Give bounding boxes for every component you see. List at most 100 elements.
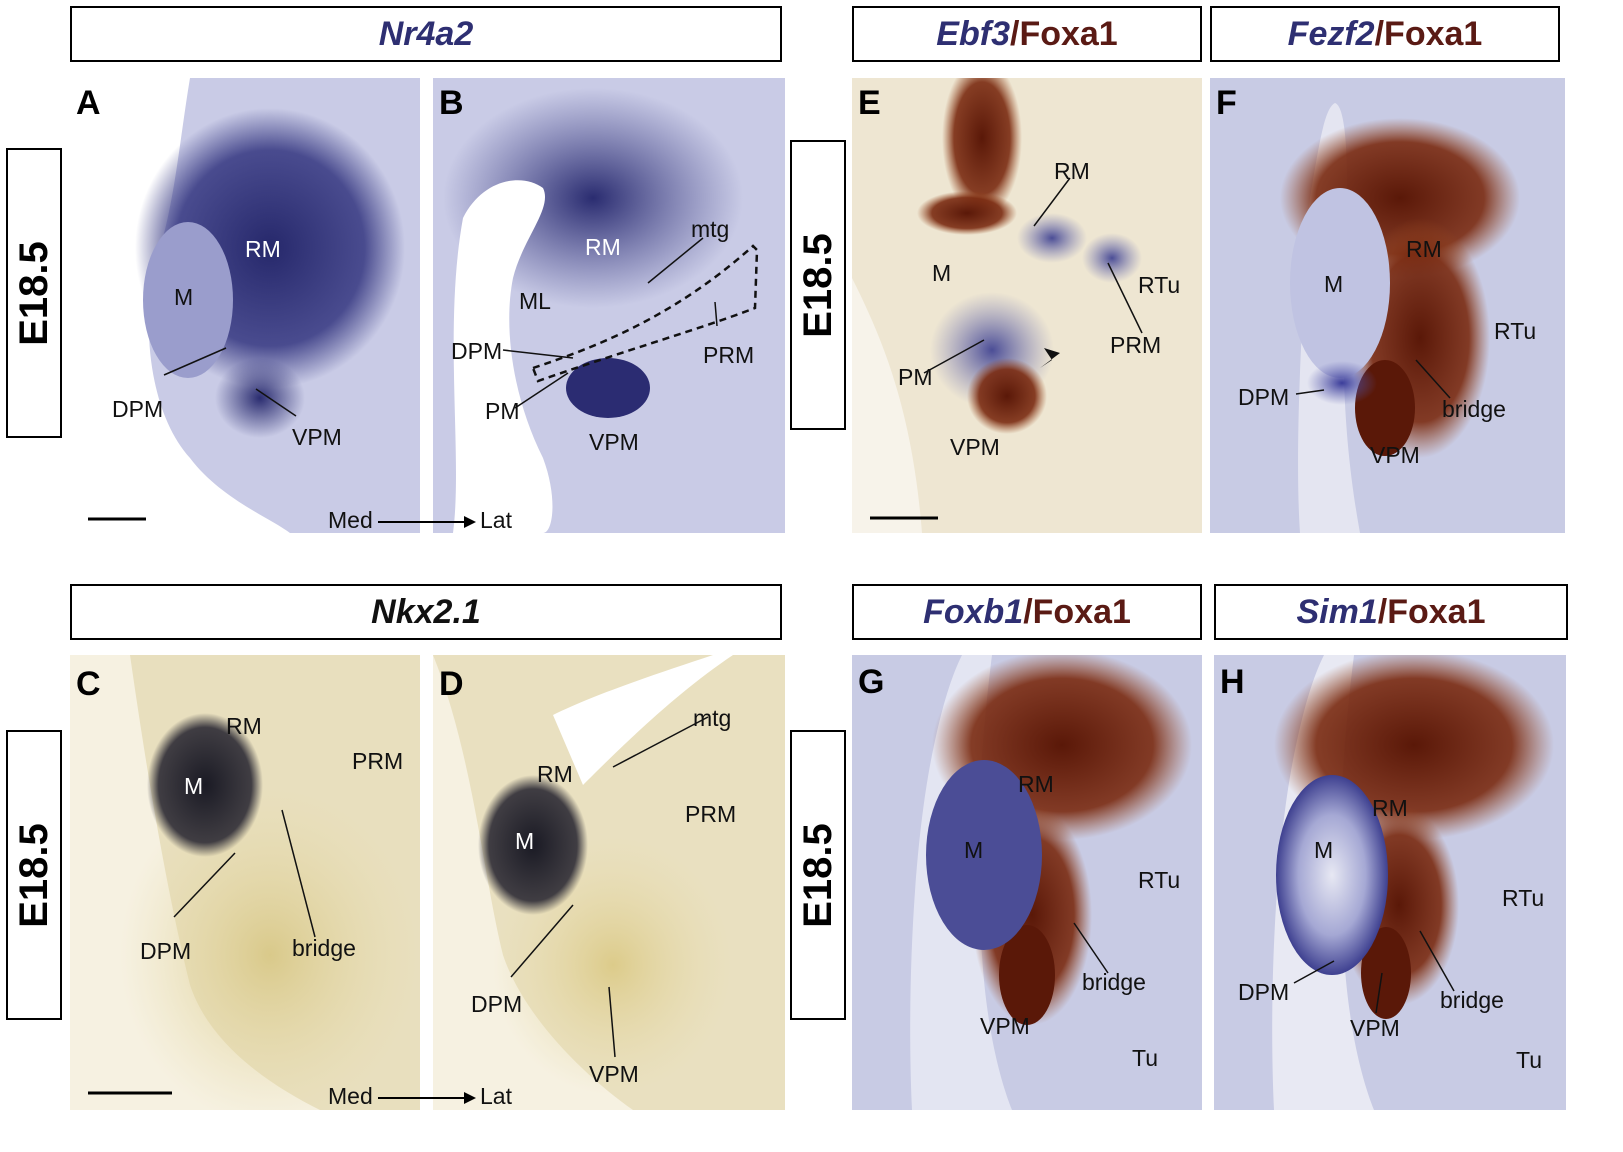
label-vpm: VPM <box>292 424 342 450</box>
label-rtu: RTu <box>1138 272 1181 298</box>
header-gene-foxb1: Foxb1 <box>923 592 1024 631</box>
label-mtg: mtg <box>691 216 730 242</box>
stage-label-bottom-left: E18.5 <box>6 730 62 1020</box>
header-nr4a2: Nr4a2 <box>70 6 782 62</box>
axis-med-label-bottom: Med <box>328 1083 373 1109</box>
axis-lat-label-bottom: Lat <box>480 1083 512 1109</box>
axis-arrow-bottom <box>378 1092 476 1104</box>
label-rm: RM <box>226 713 262 739</box>
panel-letter-f: F <box>1216 84 1237 122</box>
axis-med-label-top: Med <box>328 507 373 533</box>
stage-label-text: E18.5 <box>11 240 56 346</box>
axis-lat-label-top: Lat <box>480 507 512 533</box>
panel-f-illustration <box>1280 103 1520 533</box>
panel-letter-c: C <box>76 665 101 703</box>
label-dpm: DPM <box>140 938 192 964</box>
header-gene-ebf3: Ebf3 <box>936 14 1010 53</box>
label-dpm: DPM <box>471 991 523 1017</box>
panel-e-illustration <box>852 78 1143 533</box>
panel-letter-e: E <box>858 84 881 122</box>
label-prm: PRM <box>685 801 737 827</box>
panel-d-image: D mtg RM PRM M DPM VPM <box>433 655 785 1110</box>
header-nkx21: Nkx2.1 <box>70 584 782 640</box>
stage-label-text: E18.5 <box>11 822 56 928</box>
label-prm: PRM <box>703 342 755 368</box>
label-rm: RM <box>1406 236 1442 262</box>
header-ebf3-foxa1: Ebf3/Foxa1 <box>852 6 1202 62</box>
label-vpm: VPM <box>589 429 639 455</box>
panel-b-image: B RM mtg ML DPM PRM PM VPM <box>433 78 785 533</box>
header-gene-nkx21: Nkx2.1 <box>371 592 481 631</box>
header-sim1-foxa1: Sim1/Foxa1 <box>1214 584 1568 640</box>
panel-letter-d: D <box>439 665 464 703</box>
panel-d-illustration <box>433 655 785 1110</box>
label-vpm: VPM <box>1370 442 1420 468</box>
panel-g-illustration <box>910 655 1192 1110</box>
header-protein-foxa1: Foxa1 <box>1019 14 1118 53</box>
panel-a-illustration <box>70 78 405 533</box>
label-m: M <box>184 773 204 799</box>
label-prm: PRM <box>1110 332 1162 358</box>
label-ml: ML <box>519 288 551 314</box>
header-gene-nr4a2: Nr4a2 <box>378 14 474 53</box>
header-gene-sim1: Sim1 <box>1296 592 1378 631</box>
stage-label-text: E18.5 <box>795 822 840 928</box>
label-bridge: bridge <box>1082 969 1146 995</box>
header-fezf2-foxa1: Fezf2/Foxa1 <box>1210 6 1560 62</box>
label-dpm: DPM <box>1238 384 1290 410</box>
panel-c-image: C RM PRM M DPM bridge <box>70 655 420 1110</box>
label-m: M <box>174 284 194 310</box>
label-rtu: RTu <box>1494 318 1537 344</box>
header-foxb1-foxa1: Foxb1/Foxa1 <box>852 584 1202 640</box>
label-vpm: VPM <box>980 1013 1030 1039</box>
label-vpm: VPM <box>1350 1015 1400 1041</box>
panel-letter-a: A <box>76 84 101 122</box>
label-rm: RM <box>245 236 281 262</box>
panel-letter-g: G <box>858 663 885 701</box>
label-m: M <box>964 837 984 863</box>
panel-g-image: G RM M RTu bridge VPM Tu <box>852 655 1202 1110</box>
header-separator: / <box>1377 592 1388 631</box>
label-rm: RM <box>1372 795 1408 821</box>
panel-b-illustration <box>443 88 759 533</box>
header-separator: / <box>1374 14 1385 53</box>
label-dpm: DPM <box>112 396 164 422</box>
label-bridge: bridge <box>1442 396 1506 422</box>
label-m: M <box>515 828 535 854</box>
stage-label-top-left: E18.5 <box>6 148 62 438</box>
header-protein-foxa1: Foxa1 <box>1387 592 1486 631</box>
label-rm: RM <box>1018 771 1054 797</box>
label-tu: Tu <box>1132 1045 1158 1071</box>
label-prm: PRM <box>352 748 404 774</box>
label-mtg: mtg <box>693 705 732 731</box>
panel-letter-h: H <box>1220 663 1245 701</box>
axis-arrow-top <box>378 516 476 528</box>
label-vpm: VPM <box>950 434 1000 460</box>
header-gene-fezf2: Fezf2 <box>1287 14 1375 53</box>
label-rtu: RTu <box>1138 867 1181 893</box>
panel-h-image: H RM M RTu DPM bridge VPM Tu <box>1214 655 1566 1110</box>
label-rtu: RTu <box>1502 885 1545 911</box>
label-m: M <box>1314 837 1334 863</box>
header-protein-foxa1: Foxa1 <box>1384 14 1483 53</box>
stage-label-top-right: E18.5 <box>790 140 846 430</box>
label-bridge: bridge <box>1440 987 1504 1013</box>
label-pm: PM <box>485 398 520 424</box>
header-separator: / <box>1009 14 1020 53</box>
panel-h-illustration <box>1272 655 1554 1110</box>
label-dpm: DPM <box>1238 979 1290 1005</box>
stage-label-bottom-right: E18.5 <box>790 730 846 1020</box>
label-m: M <box>1324 271 1344 297</box>
stage-label-text: E18.5 <box>795 232 840 338</box>
label-m: M <box>932 260 952 286</box>
label-pm: PM <box>898 364 933 390</box>
panel-f-image: F RM M RTu DPM bridge VPM <box>1210 78 1565 533</box>
label-bridge: bridge <box>292 935 356 961</box>
header-separator: / <box>1023 592 1033 631</box>
label-rm: RM <box>585 234 621 260</box>
panel-c-illustration <box>88 655 420 1110</box>
header-protein-foxa1: Foxa1 <box>1032 592 1131 631</box>
panel-a-image: A RM M DPM VPM <box>70 78 420 533</box>
panel-letter-b: B <box>439 84 464 122</box>
label-dpm: DPM <box>451 338 503 364</box>
